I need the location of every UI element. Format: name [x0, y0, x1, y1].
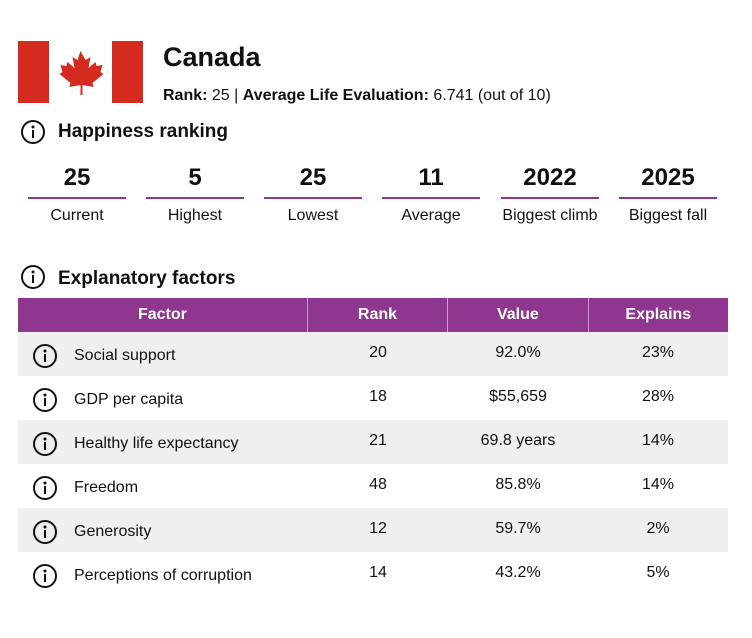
- factor-name: Freedom: [74, 479, 139, 496]
- table-header: Factor Rank Value Explains: [18, 298, 728, 332]
- stat-value: 11: [382, 163, 480, 199]
- evaluation: 6.741: [433, 87, 474, 104]
- table-cell: 20: [369, 343, 387, 361]
- table-cell: 14%: [641, 431, 675, 449]
- factor-cell: Perceptions of corruption: [18, 559, 308, 589]
- stat-label: Current: [50, 207, 104, 224]
- column-header: Value: [447, 298, 587, 332]
- stat-value: 25: [264, 163, 362, 199]
- section-title: Happiness ranking: [58, 121, 228, 142]
- stat-label: Lowest: [287, 207, 339, 224]
- stat: 25 Lowest: [264, 163, 362, 230]
- factor-name: Generosity: [74, 523, 152, 540]
- info-icon[interactable]: [20, 264, 46, 290]
- factors-table: Factor Rank Value Explains Social support 20…: [18, 298, 728, 596]
- stat-value: 25: [28, 163, 126, 199]
- factor-name: Healthy life expectancy: [74, 435, 239, 452]
- info-icon[interactable]: [32, 563, 58, 589]
- stat: 5 Highest: [146, 163, 244, 230]
- info-icon[interactable]: [32, 475, 58, 501]
- table-cell: 59.7%: [495, 519, 541, 537]
- stat-value: 2022: [501, 163, 599, 199]
- table-row: Perceptions of corruption 14 43.2% 5%: [18, 552, 728, 596]
- info-icon[interactable]: [32, 431, 58, 457]
- table-cell: 43.2%: [495, 563, 541, 581]
- subtitle: Rank: 25 | Average Life Evaluation: 6.74…: [163, 87, 551, 105]
- table-cell: 18: [369, 387, 387, 405]
- table-cell: 48: [369, 475, 387, 493]
- factor-cell: Healthy life expectancy: [18, 427, 308, 457]
- table-row: Freedom 48 85.8% 14%: [18, 464, 728, 508]
- table-cell: 14: [369, 563, 387, 581]
- country-title: Canada: [163, 42, 261, 72]
- table-cell: 5%: [646, 563, 670, 581]
- table-body: Social support 20 92.0% 23% GDP per capita 18…: [18, 332, 728, 596]
- flag: [18, 41, 143, 103]
- factor-name: GDP per capita: [74, 391, 184, 408]
- stat-label: Average: [401, 207, 461, 224]
- table-row: Healthy life expectancy 21 69.8 years 14%: [18, 420, 728, 464]
- stat: 2025 Biggest fall: [619, 163, 717, 230]
- evaluation-note: (out of 10): [477, 87, 551, 104]
- evaluation-label: Average Life Evaluation:: [242, 87, 429, 104]
- table-row: Social support 20 92.0% 23%: [18, 332, 728, 376]
- stat-value: 5: [146, 163, 244, 199]
- factor-cell: Generosity: [18, 515, 308, 545]
- separator: |: [234, 87, 239, 104]
- rank: 25: [211, 87, 230, 104]
- info-icon[interactable]: [20, 119, 46, 145]
- factor-cell: GDP per capita: [18, 383, 308, 413]
- table-cell: $55,659: [489, 387, 547, 405]
- table-cell: 23%: [641, 343, 675, 361]
- table-row: Generosity 12 59.7% 2%: [18, 508, 728, 552]
- table-cell: 92.0%: [495, 343, 541, 361]
- factor-name: Perceptions of corruption: [74, 567, 252, 584]
- factor-name: Social support: [74, 347, 176, 364]
- factor-cell: Freedom: [18, 471, 308, 501]
- table-cell: 85.8%: [495, 475, 541, 493]
- stat-label: Highest: [167, 207, 223, 224]
- table-row: GDP per capita 18 $55,659 28%: [18, 376, 728, 420]
- factor-cell: Social support: [18, 339, 308, 369]
- info-icon[interactable]: [32, 519, 58, 545]
- table-cell: 28%: [641, 387, 675, 405]
- info-icon[interactable]: [32, 387, 58, 413]
- table-cell: 69.8 years: [480, 431, 556, 449]
- column-header: Rank: [306, 298, 447, 332]
- stat-label: Biggest fall: [628, 207, 708, 224]
- column-header: Explains: [587, 298, 728, 332]
- table-cell: 14%: [641, 475, 675, 493]
- table-cell: 12: [369, 519, 387, 537]
- table-cell: 2%: [646, 519, 670, 537]
- table-cell: 21: [369, 431, 387, 449]
- column-header: Factor: [137, 306, 187, 323]
- stat: 25 Current: [28, 163, 126, 230]
- rank-label: Rank:: [163, 87, 208, 104]
- info-icon[interactable]: [32, 343, 58, 369]
- stat: 2022 Biggest climb: [501, 163, 599, 230]
- stat-label: Biggest climb: [502, 207, 598, 224]
- section-title: Explanatory factors: [58, 268, 236, 289]
- stat: 11 Average: [382, 163, 480, 230]
- stat-value: 2025: [619, 163, 717, 199]
